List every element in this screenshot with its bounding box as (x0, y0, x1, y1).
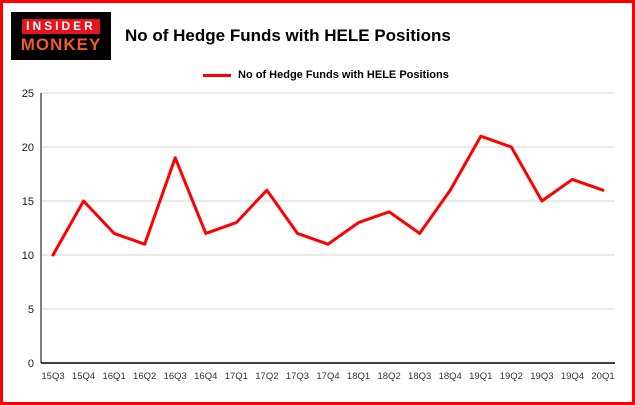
x-tick-label: 19Q3 (530, 371, 553, 382)
y-tick-label: 5 (28, 304, 34, 316)
y-tick-label: 15 (22, 196, 34, 208)
x-tick-label: 17Q1 (225, 371, 248, 382)
x-tick-label: 16Q4 (194, 371, 217, 382)
chart-title: No of Hedge Funds with HELE Positions (125, 26, 451, 45)
y-tick-label: 20 (22, 142, 34, 154)
y-tick-label: 0 (28, 358, 34, 370)
series-line (51, 134, 605, 257)
x-tick-label: 15Q3 (41, 371, 64, 382)
x-tick-label: 20Q1 (591, 371, 614, 382)
y-tick-label: 25 (22, 88, 34, 100)
x-tick-label: 15Q4 (72, 371, 95, 382)
insider-monkey-logo: INSIDER MONKEY (11, 12, 111, 60)
legend-label: No of Hedge Funds with HELE Positions (238, 69, 449, 81)
x-tick-label: 18Q2 (377, 371, 400, 382)
header: INSIDER MONKEY No of Hedge Funds with HE… (3, 3, 632, 61)
line-chart: 0 5 10 15 20 25 15Q3 15Q4 16Q1 16Q2 16Q3 16Q4 17Q1 17… (22, 88, 615, 382)
legend-line-swatch (203, 73, 231, 77)
x-tick-label: 17Q4 (316, 371, 339, 382)
y-tick-label: 10 (22, 250, 34, 262)
x-tick-label: 18Q1 (347, 371, 370, 382)
x-tick-label: 19Q2 (500, 371, 523, 382)
x-tick-label: 16Q3 (164, 371, 187, 382)
legend: No of Hedge Funds with HELE Positions (203, 67, 632, 83)
x-tick-label: 19Q1 (469, 371, 492, 382)
x-tick-label: 16Q2 (133, 371, 156, 382)
x-tick-label: 18Q3 (408, 371, 431, 382)
x-tick-label: 19Q4 (561, 371, 584, 382)
x-tick-label: 18Q4 (439, 371, 462, 382)
logo-insider-text: INSIDER (22, 18, 100, 35)
x-tick-label: 16Q1 (102, 371, 125, 382)
x-tick-label: 17Q3 (286, 371, 309, 382)
x-tick-label: 17Q2 (255, 371, 278, 382)
logo-monkey-text: MONKEY (20, 35, 102, 55)
